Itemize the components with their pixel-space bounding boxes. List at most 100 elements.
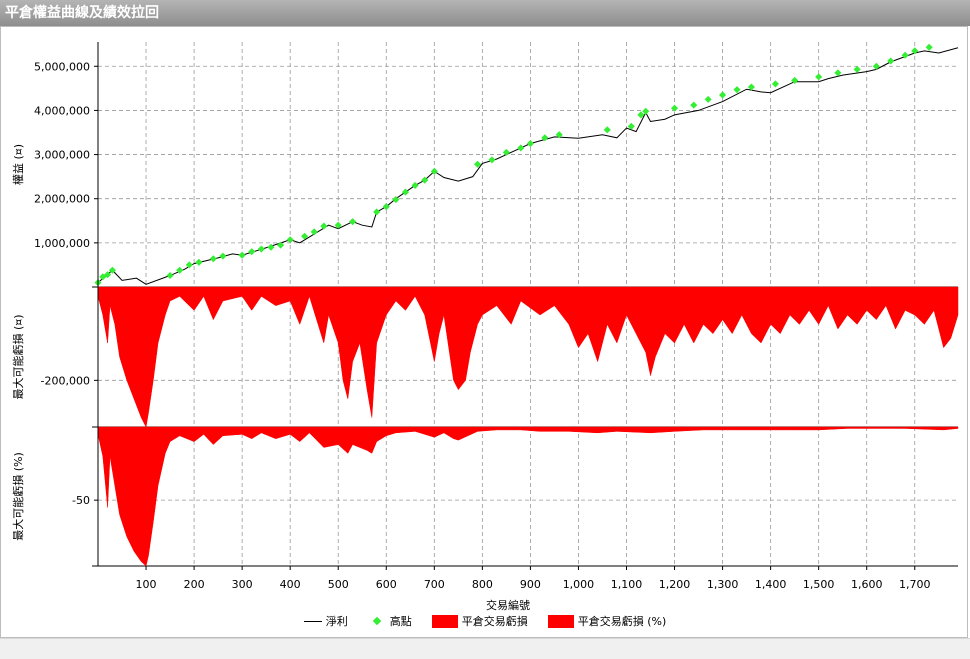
- high-point-marker: [411, 181, 419, 190]
- x-tick-label: 1,600: [851, 578, 883, 591]
- high-point-marker: [209, 255, 217, 263]
- high-point-marker: [310, 228, 318, 236]
- high-point-marker: [541, 134, 549, 142]
- high-point-marker: [166, 271, 174, 280]
- y-tick-label: -50: [72, 494, 90, 507]
- x-tick-label: 200: [184, 578, 205, 591]
- high-point-marker: [627, 122, 635, 130]
- high-point-marker: [382, 203, 390, 211]
- window-title: 平倉權益曲線及績效拉回: [0, 0, 970, 26]
- high-point-marker: [733, 86, 741, 94]
- high-point-marker: [248, 248, 256, 256]
- high-point-marker: [853, 65, 861, 73]
- high-point-marker: [791, 76, 799, 84]
- high-point-marker: [430, 167, 438, 175]
- y-axis-label: 權益 (¤): [11, 144, 25, 185]
- x-tick-label: 1,200: [659, 578, 691, 591]
- high-point-marker: [320, 222, 328, 230]
- legend-label-loss-pct: 平倉交易虧損 (%): [577, 615, 667, 628]
- x-tick-label: 1,400: [755, 578, 787, 591]
- x-tick-label: 100: [136, 578, 157, 591]
- chart-legend: 淨利 高點 平倉交易虧損 平倉交易虧損 (%): [0, 611, 970, 631]
- y-tick-label: -200,000: [41, 374, 90, 387]
- x-tick-label: 700: [424, 578, 445, 591]
- high-point-marker: [373, 208, 381, 216]
- high-point-marker: [301, 232, 309, 240]
- legend-label-net: 淨利: [325, 615, 348, 628]
- chart-frame: [0, 26, 968, 638]
- drawdown-area-1: [97, 286, 959, 428]
- high-point-marker: [392, 196, 400, 204]
- y-axis-label: 最大可能虧損 (%): [11, 452, 25, 541]
- legend-item-loss-pct: 平倉交易虧損 (%): [547, 613, 667, 629]
- y-tick-label: 5,000,000: [34, 60, 90, 73]
- legend-red-swatch: [431, 614, 458, 628]
- high-point-marker: [349, 218, 357, 226]
- high-point-marker: [219, 252, 227, 260]
- high-point-marker: [421, 176, 429, 184]
- high-point-marker: [719, 91, 727, 99]
- high-point-marker: [238, 251, 246, 259]
- legend-label-high: 高點: [389, 615, 412, 628]
- status-bar: [0, 638, 970, 659]
- high-point-marker: [277, 241, 285, 249]
- high-point-marker: [517, 144, 525, 152]
- x-tick-label: 1,100: [611, 578, 643, 591]
- x-tick-label: 800: [472, 578, 493, 591]
- x-tick-label: 1,500: [803, 578, 835, 591]
- high-point-marker: [286, 236, 294, 244]
- high-point-marker: [747, 83, 755, 91]
- y-tick-label: 4,000,000: [34, 104, 90, 117]
- high-point-marker: [637, 111, 645, 119]
- high-point-marker: [474, 160, 482, 168]
- x-tick-label: 500: [328, 578, 349, 591]
- x-tick-label: 600: [376, 578, 397, 591]
- high-point-marker: [176, 266, 184, 274]
- high-point-marker: [887, 57, 895, 65]
- high-point-marker: [555, 131, 563, 139]
- high-point-marker: [834, 69, 842, 77]
- equity-drawdown-chart: 1,000,000 2,000,000 3,000,000 4,000,000 5,00…: [11, 42, 959, 612]
- high-point-marker: [108, 266, 116, 274]
- high-point-marker: [704, 95, 712, 103]
- high-point-marker: [815, 73, 823, 81]
- legend-item-high: 高點: [368, 613, 412, 629]
- high-point-marker: [603, 126, 611, 134]
- high-point-marker: [690, 101, 698, 109]
- x-tick-label: 1,300: [707, 578, 739, 591]
- drawdown-area-2: [97, 426, 959, 567]
- high-point-marker: [911, 47, 919, 55]
- x-tick-label: 900: [520, 578, 541, 591]
- high-point-marker: [502, 148, 510, 156]
- legend-item-net: 淨利: [303, 613, 348, 629]
- high-point-marker: [104, 271, 112, 279]
- legend-line-swatch: [303, 620, 322, 622]
- x-tick-label: 1,700: [899, 578, 931, 591]
- high-point-marker: [925, 43, 933, 51]
- y-tick-label: 2,000,000: [34, 193, 90, 206]
- high-point-marker: [488, 156, 496, 164]
- legend-label-loss: 平倉交易虧損: [461, 615, 528, 628]
- x-tick-label: 400: [280, 578, 301, 591]
- high-point-marker: [642, 107, 650, 115]
- x-axis-label: 交易編號: [486, 598, 530, 612]
- high-point-marker: [267, 243, 275, 251]
- legend-red-swatch-pct: [547, 614, 574, 628]
- high-point-marker: [257, 245, 265, 253]
- high-point-marker: [901, 51, 909, 59]
- x-tick-label: 300: [232, 578, 253, 591]
- high-point-marker: [872, 62, 880, 70]
- y-axis-label: 最大可能虧損 (¤): [11, 314, 25, 399]
- high-point-marker: [526, 139, 534, 148]
- high-point-marker: [334, 221, 342, 229]
- high-point-marker: [671, 104, 679, 112]
- high-point-marker: [771, 80, 779, 88]
- legend-diamond-swatch: [372, 616, 381, 626]
- high-point-marker: [401, 188, 410, 196]
- high-point-marker: [195, 258, 203, 266]
- x-tick-label: 1,000: [563, 578, 595, 591]
- legend-item-loss: 平倉交易虧損: [431, 613, 528, 629]
- y-tick-label: 1,000,000: [34, 237, 90, 250]
- y-tick-label: 3,000,000: [34, 149, 90, 162]
- series-line-net: [97, 47, 959, 285]
